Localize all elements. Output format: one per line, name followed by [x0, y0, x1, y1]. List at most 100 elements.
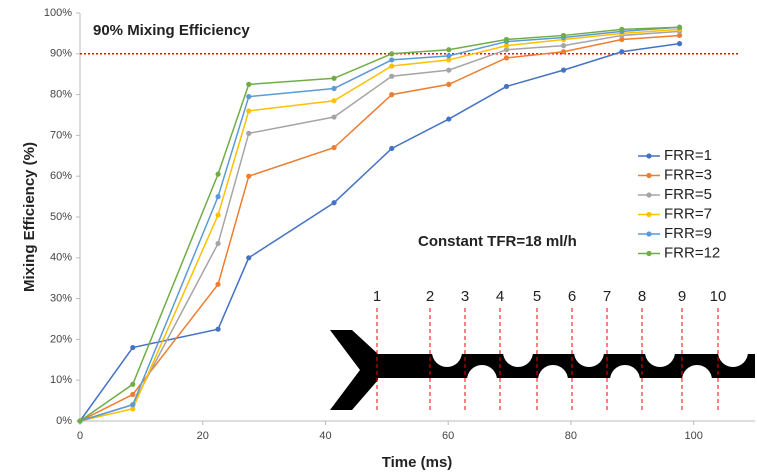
mixer-notch [538, 365, 568, 395]
legend-label: FRR=1 [664, 147, 712, 164]
legend-marker [646, 211, 652, 218]
data-point [446, 47, 452, 53]
data-point [215, 171, 221, 177]
data-point [503, 47, 510, 53]
data-point [215, 194, 221, 200]
data-point [676, 41, 683, 47]
y-tick-label: 100% [44, 7, 72, 19]
data-point [331, 85, 337, 92]
data-point [446, 81, 452, 87]
data-point [619, 26, 625, 32]
data-point [331, 145, 337, 151]
data-point [503, 55, 510, 61]
data-point [246, 255, 252, 261]
mixer-notch [682, 365, 712, 395]
stage-label: 10 [710, 288, 727, 305]
data-point [389, 145, 395, 152]
legend-marker [646, 250, 652, 257]
stage-label: 9 [678, 288, 686, 305]
x-axis-title: Time (ms) [382, 454, 453, 471]
x-tick-label: 60 [442, 430, 454, 442]
data-point [503, 83, 510, 90]
legend-marker [646, 172, 652, 179]
data-point [446, 67, 452, 73]
data-point [246, 108, 252, 114]
data-point [560, 43, 567, 49]
data-point [246, 130, 252, 136]
y-tick-label: 10% [50, 374, 72, 386]
legend-marker [646, 231, 652, 237]
y-tick-label: 0% [56, 415, 72, 427]
data-point [389, 73, 395, 79]
data-point [331, 200, 337, 206]
data-point [246, 94, 252, 100]
x-tick-label: 80 [565, 430, 577, 442]
inlet-chevron [330, 330, 378, 410]
data-point [619, 36, 625, 43]
data-point [130, 381, 136, 387]
data-point [331, 98, 337, 104]
legend-label: FRR=3 [664, 166, 712, 183]
data-point [560, 32, 567, 39]
annotation: Constant TFR=18 ml/h [418, 233, 577, 250]
data-point [215, 281, 221, 287]
data-point [246, 173, 252, 179]
mixer-notch [467, 365, 497, 395]
data-point [246, 81, 252, 87]
channel-diagram [330, 330, 755, 410]
y-axis-title: Mixing Efficiency (%) [21, 142, 38, 292]
data-point [446, 57, 452, 63]
data-point [215, 326, 221, 332]
mixer-notch [718, 337, 748, 367]
data-point [503, 36, 510, 43]
data-point [130, 391, 136, 398]
x-tick-label: 40 [319, 430, 331, 442]
mixer-notch [503, 337, 533, 367]
data-point [77, 418, 83, 424]
mixer-notch [610, 365, 640, 395]
mixer-notch [574, 337, 604, 367]
data-point [331, 114, 337, 120]
y-tick-label: 30% [50, 293, 72, 305]
stage-label: 5 [533, 288, 541, 305]
data-point [389, 63, 395, 69]
data-point [560, 49, 567, 55]
y-tick-label: 80% [50, 89, 72, 101]
legend-marker [646, 153, 652, 159]
y-tick-label: 70% [50, 129, 72, 141]
data-point [446, 53, 452, 59]
data-point [503, 43, 510, 49]
data-point [676, 24, 683, 30]
legend-label: FRR=5 [664, 186, 712, 203]
data-point [389, 92, 395, 98]
y-tick-label: 20% [50, 333, 72, 345]
stage-label: 6 [568, 288, 576, 305]
data-point [215, 240, 221, 247]
stage-label: 2 [426, 288, 434, 305]
data-point [446, 116, 452, 122]
legend-marker [646, 192, 652, 198]
data-point [560, 67, 567, 73]
x-tick-label: 100 [684, 430, 702, 442]
data-point [331, 75, 337, 81]
legend-label: FRR=7 [664, 205, 712, 222]
mixer-notch [645, 337, 675, 367]
y-tick-label: 60% [50, 170, 72, 182]
legend-label: FRR=12 [664, 244, 720, 261]
legend-label: FRR=9 [664, 225, 712, 242]
stage-label: 4 [496, 288, 504, 305]
stage-label: 8 [638, 288, 646, 305]
mixer-notch [432, 337, 462, 367]
data-point [130, 406, 136, 412]
y-tick-label: 90% [50, 48, 72, 60]
data-point [130, 402, 136, 408]
y-tick-label: 50% [50, 211, 72, 223]
data-point [215, 212, 221, 218]
data-point [389, 51, 395, 57]
annotation: 90% Mixing Efficiency [93, 22, 250, 39]
y-tick-label: 40% [50, 252, 72, 264]
data-point [676, 32, 683, 39]
x-tick-label: 20 [197, 430, 209, 442]
data-point [619, 49, 625, 55]
